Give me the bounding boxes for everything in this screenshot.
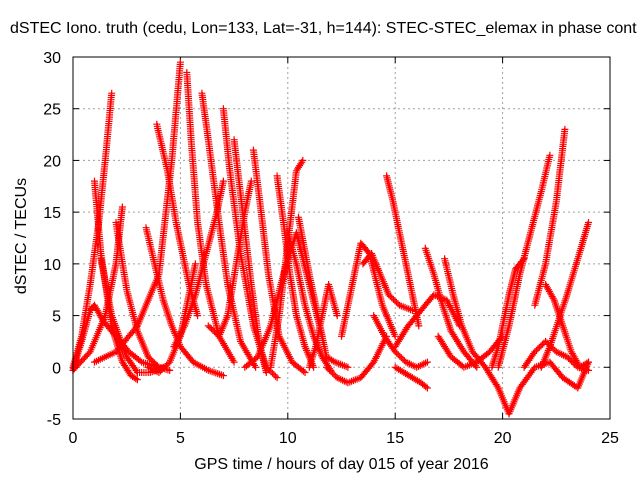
series-36-points: [494, 151, 554, 371]
series-34-points: [488, 255, 528, 371]
y-tick-label: 30: [43, 50, 61, 67]
series-31: [421, 244, 481, 371]
series-9: [91, 58, 184, 366]
y-axis-label: dSTEC / TECUs: [13, 177, 30, 295]
x-tick-label: 5: [176, 430, 185, 447]
series-38: [542, 281, 592, 371]
axis-ticks: 0 5 10 15 20 25 -5 0 5 10 15 20 25 30: [43, 50, 619, 447]
series-29: [370, 312, 431, 371]
y-tick-label: 0: [52, 360, 61, 377]
series-30: [391, 291, 464, 351]
series-28: [391, 363, 431, 392]
x-axis-label: GPS time / hours of day 015 of year 2016: [194, 456, 489, 473]
series-26-points: [359, 250, 416, 314]
series-30-points: [391, 291, 464, 351]
x-tick-label: 0: [69, 430, 78, 447]
data-marks: [69, 58, 592, 418]
series-27: [383, 172, 423, 330]
series-38-points: [542, 281, 592, 371]
x-tick-label: 10: [279, 430, 297, 447]
series-14: [219, 105, 281, 382]
series-10-points: [183, 69, 238, 366]
y-tick-label: 10: [43, 257, 61, 274]
series-24-points: [323, 332, 391, 387]
series-13: [170, 177, 227, 351]
series-28-points: [391, 363, 431, 392]
series-29-points: [370, 312, 431, 371]
series-40: [531, 125, 569, 309]
y-tick-label: 5: [52, 309, 61, 326]
y-tick-label: -5: [47, 412, 61, 429]
series-32: [441, 255, 513, 418]
series-40-points: [531, 125, 569, 309]
series-31-points: [421, 244, 481, 371]
series-17: [249, 146, 309, 376]
series-26: [359, 250, 416, 314]
plot-frame: [72, 56, 611, 420]
series-6: [112, 219, 174, 374]
series-23-points: [305, 281, 341, 371]
series-36: [494, 151, 554, 371]
series-27-points: [383, 172, 423, 330]
series-23: [305, 281, 341, 371]
series-39-points: [537, 219, 592, 371]
series-10: [183, 69, 238, 366]
x-tick-label: 15: [386, 430, 404, 447]
x-tick-label: 20: [494, 430, 512, 447]
series-14-points: [219, 105, 281, 382]
series-24: [323, 332, 391, 387]
x-tick-label: 25: [601, 430, 619, 447]
series-9-points: [91, 58, 184, 366]
series-13-points: [170, 177, 227, 351]
series-32-points: [441, 255, 513, 418]
y-tick-label: 20: [43, 153, 61, 170]
series-17-points: [249, 146, 309, 376]
series-6-points: [112, 219, 174, 374]
y-tick-label: 15: [43, 205, 61, 222]
series-39: [537, 219, 592, 371]
y-tick-label: 25: [43, 102, 61, 119]
series-34: [488, 255, 528, 371]
chart-title: dSTEC Iono. truth (cedu, Lon=133, Lat=-3…: [10, 20, 637, 37]
